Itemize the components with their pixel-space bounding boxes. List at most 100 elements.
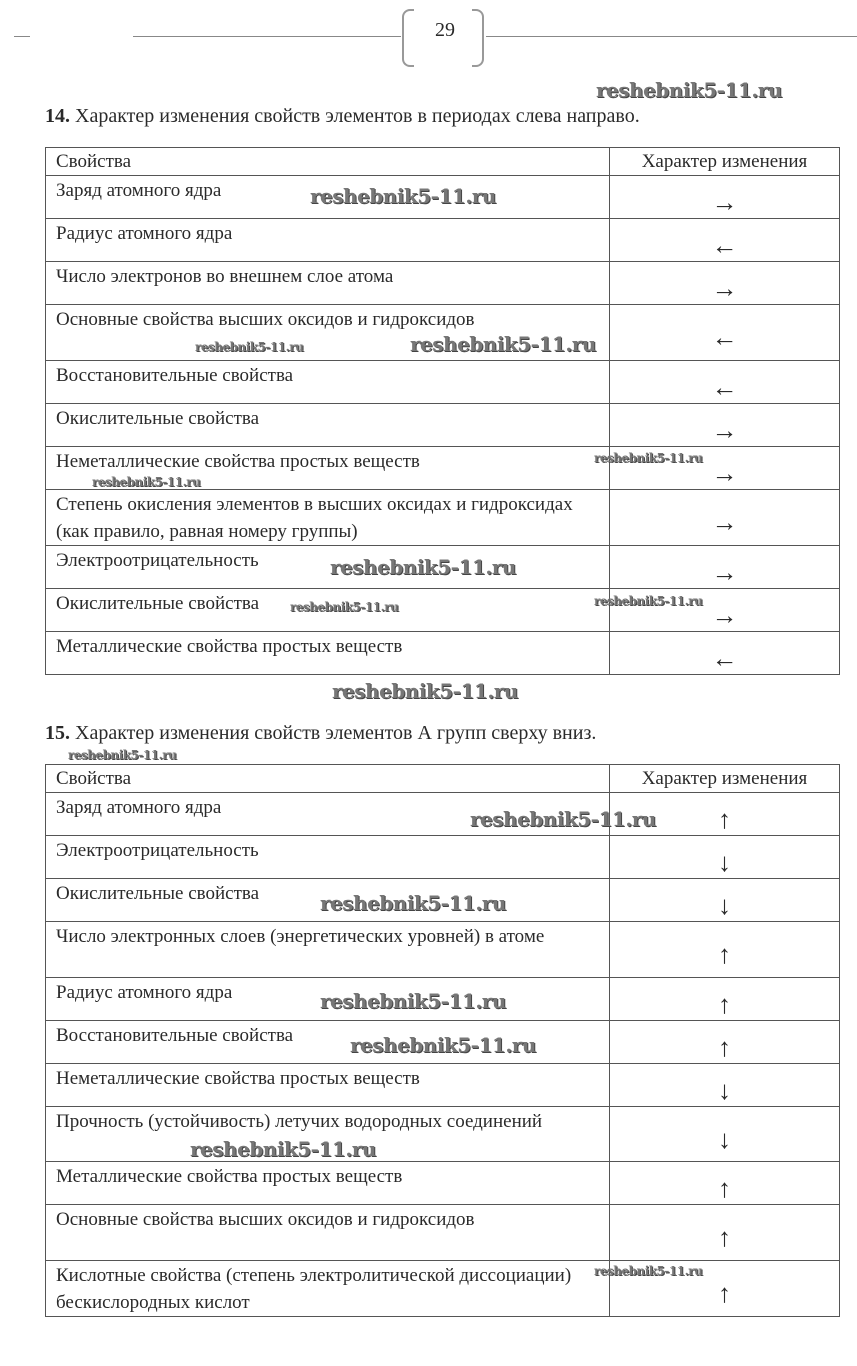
column-header-properties: Свойства — [45, 764, 610, 793]
watermark: reshebnik5-11.ru — [470, 807, 656, 831]
watermark: reshebnik5-11.ru — [350, 1033, 536, 1057]
table-row: Число электронов во внешнем слое атома → — [45, 261, 840, 305]
property-cell: Восстановительные свойства — [45, 360, 610, 404]
change-arrow-cell: → — [609, 446, 840, 490]
change-arrow-cell: ↑ — [609, 792, 840, 836]
section-number: 14. — [45, 105, 70, 127]
page-number-bracket — [402, 9, 414, 67]
watermark: reshebnik5-11.ru — [68, 748, 177, 762]
change-arrow-cell: → — [609, 403, 840, 447]
watermark: reshebnik5-11.ru — [330, 555, 516, 579]
table-row: Окислительные свойства → — [45, 403, 840, 447]
property-cell: Радиус атомного ядра — [45, 218, 610, 262]
column-header-properties: Свойства — [45, 147, 610, 176]
section-number: 15. — [45, 722, 70, 744]
table-header-row: Свойства Характер изменения — [45, 147, 840, 176]
watermark: reshebnik5-11.ru — [310, 184, 496, 208]
header-rule — [133, 36, 401, 37]
table-row: Число электронных слоев (энергетических … — [45, 921, 840, 978]
column-header-change: Характер изменения — [609, 147, 840, 176]
page-number-bracket — [472, 9, 484, 67]
property-cell: Число электронов во внешнем слое атома — [45, 261, 610, 305]
change-arrow-cell: ↑ — [609, 977, 840, 1021]
watermark: reshebnik5-11.ru — [190, 1137, 376, 1161]
table-row: Окислительные свойства → — [45, 588, 840, 632]
property-cell: Неметаллические свойства простых веществ — [45, 1063, 610, 1107]
watermark: reshebnik5-11.ru — [594, 451, 703, 465]
table-row: Заряд атомного ядра ↑ — [45, 792, 840, 836]
watermark: reshebnik5-11.ru — [92, 475, 201, 489]
watermark: reshebnik5-11.ru — [195, 340, 304, 354]
watermark: reshebnik5-11.ru — [290, 600, 399, 614]
header-rule — [486, 36, 857, 37]
property-cell: Кислотные свойства (степень электролитич… — [45, 1260, 610, 1317]
page-number: 29 — [435, 19, 455, 41]
property-cell: Электроотрицательность — [45, 835, 610, 879]
property-cell: Число электронных слоев (энергетических … — [45, 921, 610, 978]
property-cell: Основные свойства высших оксидов и гидро… — [45, 1204, 610, 1261]
table-row: Радиус атомного ядра ← — [45, 218, 840, 262]
change-arrow-cell: ← — [609, 631, 840, 675]
table-row: Кислотные свойства (степень электролитич… — [45, 1260, 840, 1317]
change-arrow-cell: ↑ — [609, 921, 840, 978]
column-header-change: Характер изменения — [609, 764, 840, 793]
change-arrow-cell: ← — [609, 304, 840, 361]
change-arrow-cell: ↑ — [609, 1260, 840, 1317]
change-arrow-cell: ↓ — [609, 835, 840, 879]
watermark: reshebnik5-11.ru — [594, 594, 703, 608]
change-arrow-cell: ↓ — [609, 1063, 840, 1107]
change-arrow-cell: ← — [609, 360, 840, 404]
table-header-row: Свойства Характер изменения — [45, 764, 840, 793]
change-arrow-cell: → — [609, 175, 840, 219]
table-row: Радиус атомного ядра ↑ — [45, 977, 840, 1021]
property-cell: Основные свойства высших оксидов и гидро… — [45, 304, 610, 361]
watermark: reshebnik5-11.ru — [594, 1264, 703, 1278]
table-row: Основные свойства высших оксидов и гидро… — [45, 304, 840, 361]
property-cell: Окислительные свойства — [45, 403, 610, 447]
change-arrow-cell: → — [609, 261, 840, 305]
change-arrow-cell: ↑ — [609, 1161, 840, 1205]
change-arrow-cell: ← — [609, 218, 840, 262]
property-cell: Степень окисления элементов в высших окс… — [45, 489, 610, 546]
table-row: Металлические свойства простых веществ ← — [45, 631, 840, 675]
table-section-15: Свойства Характер изменения Заряд атомного… — [45, 764, 840, 1317]
table-section-14: Свойства Характер изменения Заряд атомного… — [45, 147, 840, 675]
table-row: Электроотрицательность → — [45, 545, 840, 589]
property-cell: Заряд атомного ядра — [45, 175, 610, 219]
property-cell: Радиус атомного ядра — [45, 977, 610, 1021]
property-cell: Электроотрицательность — [45, 545, 610, 589]
property-cell: Металлические свойства простых веществ — [45, 1161, 610, 1205]
watermark: reshebnik5-11.ru — [320, 891, 506, 915]
section-title-text: Характер изменения свойств элементов в п… — [75, 105, 640, 127]
change-arrow-cell: → — [609, 545, 840, 589]
table-row: Основные свойства высших оксидов и гидро… — [45, 1204, 840, 1261]
table-row: Восстановительные свойства ↑ — [45, 1020, 840, 1064]
watermark: reshebnik5-11.ru — [332, 679, 518, 703]
table-row: Неметаллические свойства простых веществ… — [45, 1063, 840, 1107]
section-title-text: Характер изменения свойств элементов А г… — [75, 722, 597, 744]
table-row: Заряд атомного ядра → — [45, 175, 840, 219]
property-cell: Прочность (устойчивость) летучих водород… — [45, 1106, 610, 1162]
table-row: Неметаллические свойства простых веществ… — [45, 446, 840, 490]
watermark: reshebnik5-11.ru — [596, 78, 782, 102]
change-arrow-cell: ↑ — [609, 1204, 840, 1261]
watermark: reshebnik5-11.ru — [410, 332, 596, 356]
section-14-title: 14. Характер изменения свойств элементов… — [45, 105, 640, 128]
watermark: reshebnik5-11.ru — [320, 989, 506, 1013]
change-arrow-cell: ↑ — [609, 1020, 840, 1064]
header-rule — [14, 36, 30, 37]
table-row: Металлические свойства простых веществ ↑ — [45, 1161, 840, 1205]
property-cell: Неметаллические свойства простых веществ — [45, 446, 610, 490]
table-row: Восстановительные свойства ← — [45, 360, 840, 404]
property-cell: Заряд атомного ядра — [45, 792, 610, 836]
property-cell: Окислительные свойства — [45, 588, 610, 632]
property-cell: Металлические свойства простых веществ — [45, 631, 610, 675]
section-15-title: 15. Характер изменения свойств элементов… — [45, 722, 596, 745]
change-arrow-cell: ↓ — [609, 1106, 840, 1162]
table-row: Прочность (устойчивость) летучих водород… — [45, 1106, 840, 1162]
table-row: Степень окисления элементов в высших окс… — [45, 489, 840, 546]
change-arrow-cell: ↓ — [609, 878, 840, 922]
table-row: Электроотрицательность ↓ — [45, 835, 840, 879]
change-arrow-cell: → — [609, 489, 840, 546]
